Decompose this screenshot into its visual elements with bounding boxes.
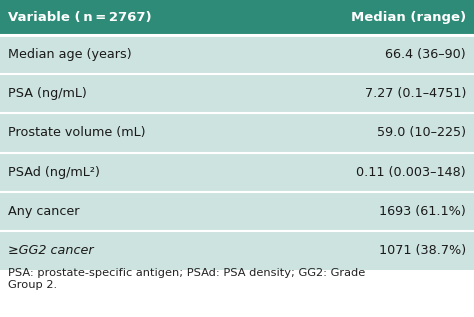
Text: 7.27 (0.1–4751): 7.27 (0.1–4751) <box>365 87 466 100</box>
Bar <box>0 152 474 192</box>
Text: 66.4 (36–90): 66.4 (36–90) <box>385 48 466 61</box>
Text: Median age (years): Median age (years) <box>8 48 132 61</box>
Text: Group 2.: Group 2. <box>8 280 57 290</box>
Text: 59.0 (10–225): 59.0 (10–225) <box>377 126 466 139</box>
Bar <box>0 113 474 152</box>
Text: PSA (ng/mL): PSA (ng/mL) <box>8 87 87 100</box>
Bar <box>0 0 474 35</box>
Bar <box>0 192 474 231</box>
Text: Median (range): Median (range) <box>351 11 466 24</box>
Bar <box>0 231 474 270</box>
Text: 0.11 (0.003–148): 0.11 (0.003–148) <box>356 165 466 178</box>
Text: PSA: prostate-specific antigen; PSAd: PSA density; GG2: Grade: PSA: prostate-specific antigen; PSAd: PS… <box>8 268 365 278</box>
Bar <box>0 74 474 113</box>
Bar <box>0 35 474 74</box>
Text: Prostate volume (mL): Prostate volume (mL) <box>8 126 146 139</box>
Text: 1693 (61.1%): 1693 (61.1%) <box>379 205 466 218</box>
Text: Variable ( n = 2767): Variable ( n = 2767) <box>8 11 152 24</box>
Text: 1071 (38.7%): 1071 (38.7%) <box>379 244 466 257</box>
Text: PSAd (ng/mL²): PSAd (ng/mL²) <box>8 165 100 178</box>
Text: ≥GG2 cancer: ≥GG2 cancer <box>8 244 94 257</box>
Text: Any cancer: Any cancer <box>8 205 80 218</box>
